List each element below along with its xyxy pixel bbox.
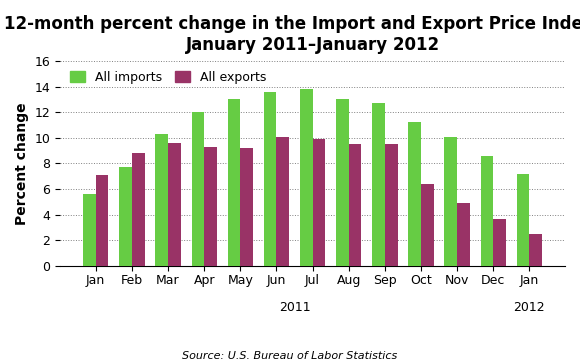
Bar xyxy=(96,175,108,266)
Bar xyxy=(119,167,132,266)
Bar xyxy=(517,174,530,266)
Bar xyxy=(493,219,506,266)
Bar xyxy=(421,184,434,266)
Y-axis label: Percent change: Percent change xyxy=(15,102,29,225)
Bar xyxy=(313,139,325,266)
Bar xyxy=(481,156,493,266)
Bar xyxy=(385,144,397,266)
Bar xyxy=(336,99,349,266)
Bar xyxy=(457,203,470,266)
Legend: All imports, All exports: All imports, All exports xyxy=(66,67,270,87)
Text: Source: U.S. Bureau of Labor Statistics: Source: U.S. Bureau of Labor Statistics xyxy=(182,351,398,362)
Text: 2011: 2011 xyxy=(279,301,310,314)
Bar xyxy=(444,136,457,266)
Bar xyxy=(264,92,277,266)
Bar xyxy=(204,147,217,266)
Bar xyxy=(349,144,361,266)
Bar xyxy=(228,99,240,266)
Bar xyxy=(83,194,96,266)
Bar xyxy=(168,143,181,266)
Title: 12-month percent change in the Import and Export Price Indexes,
January 2011–Jan: 12-month percent change in the Import an… xyxy=(4,15,580,54)
Bar xyxy=(277,136,289,266)
Bar xyxy=(155,134,168,266)
Bar xyxy=(132,153,144,266)
Bar xyxy=(191,112,204,266)
Text: 2012: 2012 xyxy=(514,301,545,314)
Bar xyxy=(408,122,421,266)
Bar xyxy=(530,234,542,266)
Bar xyxy=(240,148,253,266)
Bar xyxy=(372,103,385,266)
Bar xyxy=(300,89,313,266)
